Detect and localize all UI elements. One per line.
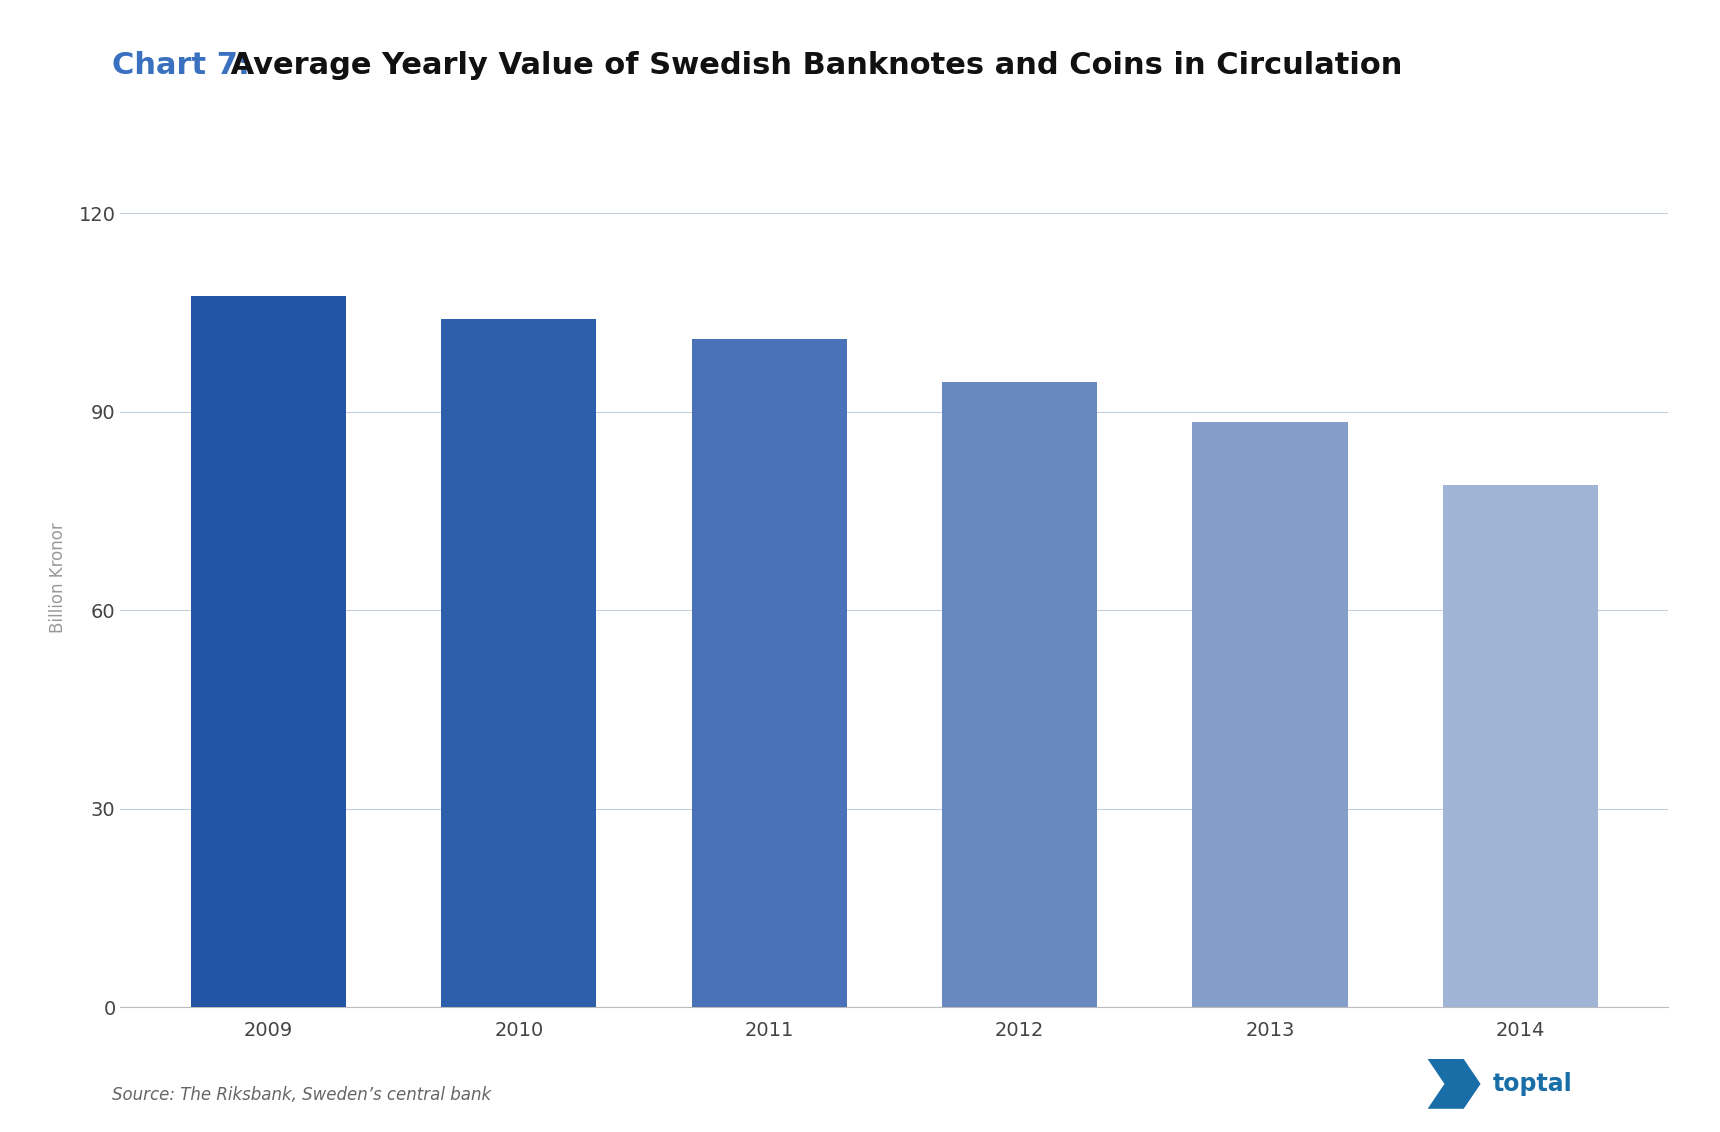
Text: Chart 7:: Chart 7: [112, 51, 249, 80]
Y-axis label: Billion Kronor: Billion Kronor [50, 522, 67, 633]
Bar [440, 319, 597, 1007]
Bar [691, 340, 846, 1007]
Text: Source: The Riksbank, Sweden’s central bank: Source: The Riksbank, Sweden’s central b… [112, 1086, 490, 1104]
Bar [1192, 422, 1348, 1007]
Polygon shape [1428, 1060, 1481, 1109]
Bar [191, 297, 346, 1007]
Bar [1443, 484, 1598, 1007]
Text: toptal: toptal [1493, 1072, 1572, 1096]
Text: Average Yearly Value of Swedish Banknotes and Coins in Circulation: Average Yearly Value of Swedish Banknote… [220, 51, 1402, 80]
Bar [943, 383, 1097, 1007]
